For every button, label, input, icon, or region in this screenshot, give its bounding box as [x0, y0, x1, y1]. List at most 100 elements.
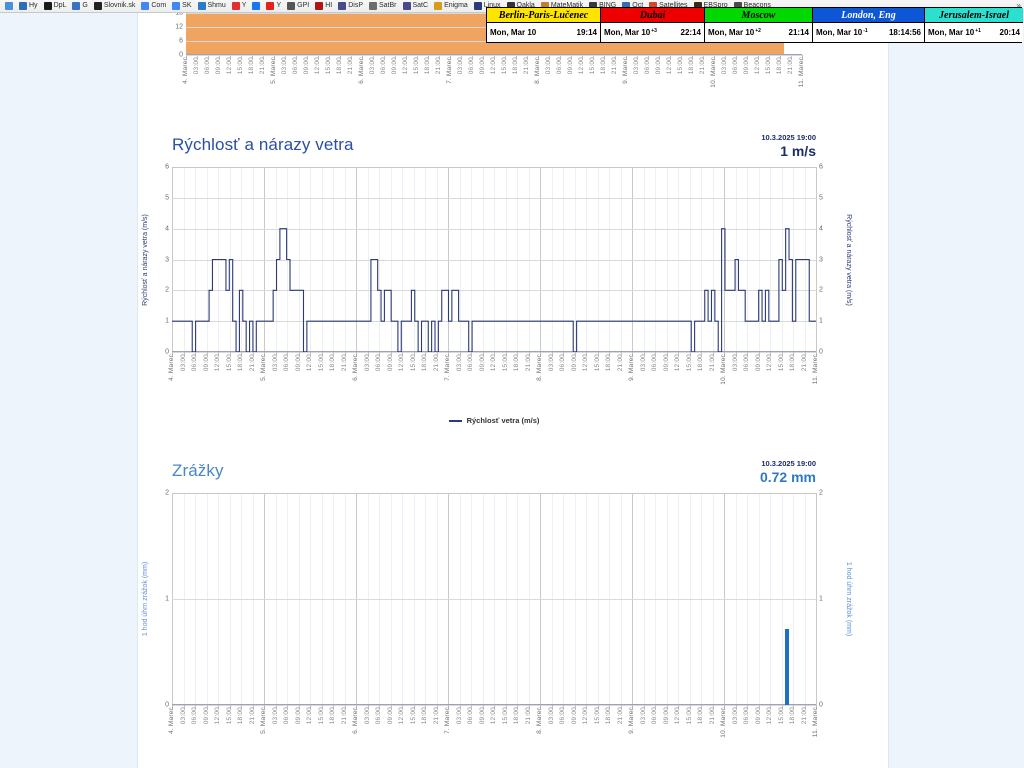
gridline-horizontal — [172, 259, 816, 261]
x-axis-hour-label: 18:00 — [605, 707, 612, 725]
precipitation-chart: Zrážky 10.3.2025 19:00 0.72 mm 0 0 1 1 2 2 1 … — [142, 459, 852, 738]
x-axis-hour-label: 03:00 — [545, 57, 552, 75]
bookmark-label: DisP — [348, 2, 363, 9]
x-axis-tick — [563, 705, 564, 708]
timezone-london-eng[interactable]: London, Eng Mon, Mar 10 -1 18:14:56 — [813, 8, 925, 42]
x-axis-tick — [439, 55, 440, 58]
bookmark-hy[interactable]: Hy — [16, 0, 41, 12]
precipitation-plot-area[interactable]: 0 0 1 1 2 2 1 hod úhrn zrážok (mm) 1 hod úhrn… — [142, 490, 852, 738]
world-clock-widget[interactable]: Berlin-Paris-Lučenec Mon, Mar 10 19:14 Duba… — [486, 7, 1023, 43]
timezone-jerusalem-israel[interactable]: Jerusalem-Israel Mon, Mar 10 +1 20:14 — [925, 8, 1023, 42]
x-axis-hour-label: 09:00 — [570, 354, 578, 372]
bookmark-com[interactable]: Com — [138, 0, 169, 12]
x-axis-tick — [436, 352, 438, 355]
x-axis-tick — [574, 352, 576, 355]
precipitation-chart-title: Zrážky — [172, 461, 224, 480]
x-axis-hour-label: 12:00 — [490, 707, 497, 725]
x-axis-hour-label: 12:00 — [402, 57, 409, 75]
bookmark-item-0[interactable] — [2, 0, 16, 12]
bookmark-shmu[interactable]: Shmu — [195, 0, 229, 12]
timezone-berlin-paris-lu-enec[interactable]: Berlin-Paris-Lučenec Mon, Mar 10 19:14 — [487, 8, 601, 42]
wind-plot-area[interactable]: 0 0 1 1 2 2 3 3 4 4 5 5 6 6 Rýchlosť a nárazy vetra (… — [142, 164, 852, 385]
bookmarks-overflow-chevron-icon[interactable]: » — [1016, 1, 1021, 10]
timezone-dubai[interactable]: Dubai Mon, Mar 10 +3 22:14 — [601, 8, 705, 42]
y-axis-tick-label: 3 — [819, 256, 823, 263]
x-axis-hour-label: 15:00 — [325, 57, 332, 75]
penguin-icon — [473, 2, 482, 10]
bookmark-bing[interactable]: BING — [586, 0, 619, 12]
bookmark-enigma[interactable]: Enigma — [431, 0, 471, 12]
gear-icon — [287, 2, 296, 10]
bookmark-matematik[interactable]: MateMatik — [538, 0, 586, 12]
timezone-moscow[interactable]: Moscow Mon, Mar 10 +2 21:14 — [705, 8, 813, 42]
x-axis-tick — [593, 55, 594, 58]
timezone-clock: 20:14 — [999, 28, 1020, 37]
bookmark-satc[interactable]: SatC — [400, 0, 432, 12]
bookmark-beacons[interactable]: Beacons — [731, 0, 774, 12]
x-axis-tick — [517, 705, 518, 708]
x-axis-tick — [172, 352, 173, 355]
bookmark-sk[interactable]: SK — [169, 0, 194, 12]
x-axis-hour-label: 12:00 — [766, 707, 773, 725]
x-axis-tick — [609, 352, 610, 355]
x-axis-hour-label: 21:00 — [800, 354, 808, 372]
timezone-clock: 22:14 — [680, 28, 701, 37]
google-icon — [141, 2, 150, 10]
x-axis-hour-label: 06:00 — [191, 354, 198, 372]
x-axis-tick — [604, 55, 605, 58]
bookmark-slovnik-sk[interactable]: Slovnik.sk — [91, 0, 139, 12]
bookmark-label: Oct — [632, 2, 644, 9]
bookmark-dpl[interactable]: DpL — [41, 0, 70, 12]
precipitation-current-value: 0.72 mm — [759, 469, 816, 485]
timezone-name: Jerusalem-Israel — [925, 8, 1023, 23]
x-axis-hour-label: 21:00 — [248, 354, 256, 372]
wind-chart-header: Rýchlosť a nárazy vetra 10.3.2025 19:00 … — [172, 133, 816, 167]
x-axis-hour-label: 21:00 — [708, 354, 716, 372]
x-axis-tick — [681, 55, 682, 58]
bookmark-label: DpL — [53, 2, 67, 9]
x-axis-tick — [206, 705, 208, 708]
bookmark-oct[interactable]: Oct — [619, 0, 646, 12]
bookmark-oakla[interactable]: Oakla — [504, 0, 538, 12]
bookmark-y[interactable]: Y — [229, 0, 250, 12]
x-axis-tick — [712, 705, 714, 708]
x-axis-hour-label: 15:00 — [501, 57, 508, 75]
bookmark-gpi[interactable]: GPI — [284, 0, 312, 12]
x-axis-tick — [356, 352, 357, 355]
x-axis-hour-label: 21:00 — [524, 354, 532, 372]
bookmark-y[interactable]: Y — [263, 0, 284, 12]
x-axis-tick — [632, 705, 633, 708]
x-axis-hour-label: 06:00 — [559, 354, 566, 372]
x-axis-tick — [298, 352, 300, 355]
bookmark-ebspro[interactable]: EBSpro — [691, 0, 731, 12]
x-axis-hour-label: 06:00 — [191, 707, 198, 725]
x-axis-tick — [252, 55, 253, 58]
x-axis-day-label: 6. Marec — [352, 707, 359, 734]
x-axis-hour-label: 03:00 — [633, 57, 640, 75]
x-axis-tick — [725, 55, 726, 58]
x-axis-tick — [632, 352, 633, 355]
x-axis-tick — [459, 705, 461, 708]
precipitation-bar[interactable] — [785, 628, 790, 705]
x-axis-hour-label: 03:00 — [721, 57, 728, 75]
page-left-margin — [0, 13, 137, 768]
x-axis-tick — [701, 705, 702, 708]
x-axis-tick — [643, 352, 645, 355]
x-axis-hour-label: 06:00 — [283, 707, 290, 725]
bookmark-g[interactable]: G — [69, 0, 90, 12]
grid-icon — [622, 2, 631, 10]
bookmark-satbr[interactable]: SatBr — [366, 0, 400, 12]
wind-chart: Rýchlosť a nárazy vetra 10.3.2025 19:00 … — [142, 133, 852, 425]
bookmark-hi[interactable]: HI — [312, 0, 335, 12]
timezone-date: Mon, Mar 10 — [490, 28, 537, 37]
bookmark-disp[interactable]: DisP — [335, 0, 366, 12]
x-axis-tick — [425, 705, 426, 708]
x-axis-day-label: 11. Marec — [798, 57, 805, 88]
bookmark-satellites[interactable]: Satellites — [646, 0, 690, 12]
wind-chart-timestamp: 10.3.2025 19:00 — [761, 133, 816, 142]
x-axis-tick — [563, 352, 564, 355]
signal-icon — [368, 2, 377, 10]
bookmark-item-9[interactable] — [249, 0, 263, 12]
vimeo-icon — [231, 2, 240, 10]
bookmark-linux[interactable]: Linux — [471, 0, 504, 12]
